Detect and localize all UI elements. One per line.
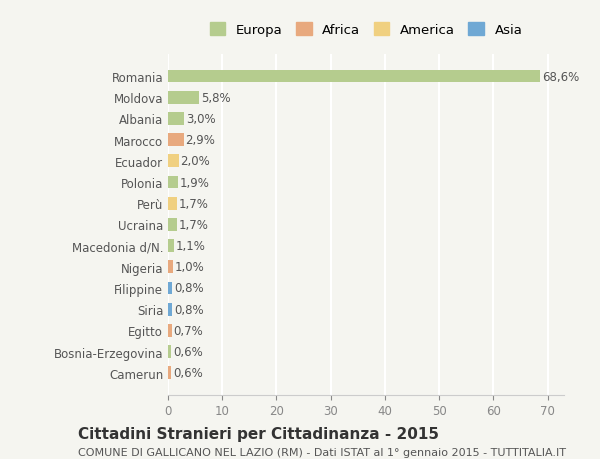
Text: 0,6%: 0,6% xyxy=(173,366,203,380)
Text: COMUNE DI GALLICANO NEL LAZIO (RM) - Dati ISTAT al 1° gennaio 2015 - TUTTITALIA.: COMUNE DI GALLICANO NEL LAZIO (RM) - Dat… xyxy=(78,447,566,457)
Bar xyxy=(168,92,199,104)
Text: 0,7%: 0,7% xyxy=(173,324,203,337)
Bar xyxy=(168,303,172,316)
Text: 0,6%: 0,6% xyxy=(173,345,203,358)
Bar xyxy=(168,240,174,252)
Text: 1,0%: 1,0% xyxy=(175,261,205,274)
Text: 0,8%: 0,8% xyxy=(174,303,203,316)
Legend: Europa, Africa, America, Asia: Europa, Africa, America, Asia xyxy=(204,17,528,42)
Text: 68,6%: 68,6% xyxy=(542,70,579,84)
Bar xyxy=(168,346,171,358)
Bar xyxy=(168,155,179,168)
Text: Cittadini Stranieri per Cittadinanza - 2015: Cittadini Stranieri per Cittadinanza - 2… xyxy=(78,425,439,441)
Text: 2,0%: 2,0% xyxy=(181,155,210,168)
Bar xyxy=(168,325,172,337)
Text: 1,1%: 1,1% xyxy=(176,240,205,252)
Bar xyxy=(168,71,540,83)
Bar xyxy=(168,113,184,125)
Text: 5,8%: 5,8% xyxy=(201,91,231,105)
Text: 3,0%: 3,0% xyxy=(186,112,215,126)
Bar xyxy=(168,261,173,274)
Text: 0,8%: 0,8% xyxy=(174,282,203,295)
Bar xyxy=(168,282,172,295)
Text: 1,7%: 1,7% xyxy=(179,218,209,231)
Text: 1,9%: 1,9% xyxy=(180,176,210,189)
Bar xyxy=(168,176,178,189)
Bar xyxy=(168,218,177,231)
Bar xyxy=(168,367,171,379)
Text: 2,9%: 2,9% xyxy=(185,134,215,147)
Bar xyxy=(168,197,177,210)
Text: 1,7%: 1,7% xyxy=(179,197,209,210)
Bar xyxy=(168,134,184,147)
